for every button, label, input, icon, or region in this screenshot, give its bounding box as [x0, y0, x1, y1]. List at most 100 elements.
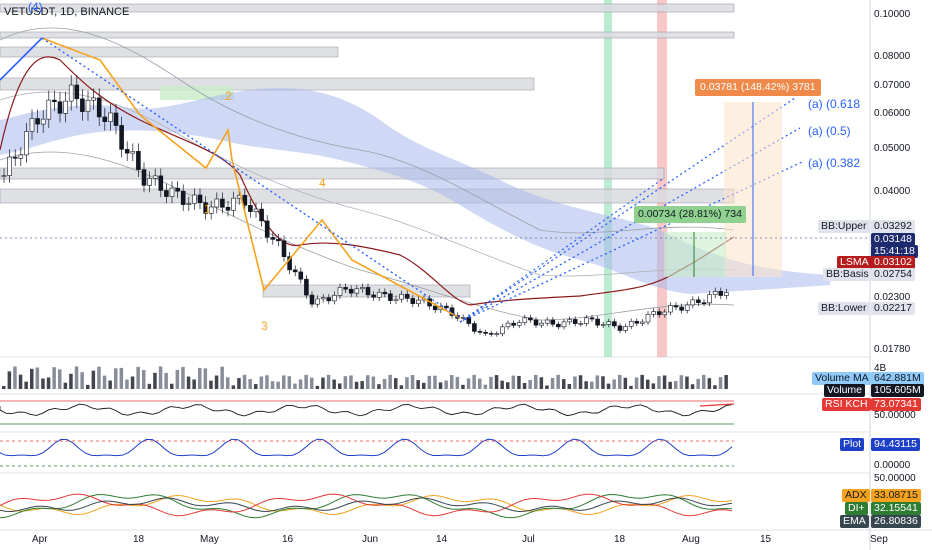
candle-body [203, 202, 208, 214]
candle-body [360, 287, 365, 290]
volume-bar [690, 384, 695, 389]
candle-body [701, 302, 707, 304]
candle-body [432, 305, 438, 311]
candle-body [74, 84, 80, 100]
volume-bar [114, 368, 118, 389]
volume-bar [685, 376, 689, 389]
candle-body [164, 190, 169, 197]
adx-axis-50: 50.00000 [874, 473, 916, 484]
candle-body [276, 239, 281, 242]
volume-bar [46, 377, 51, 389]
candle-body [696, 299, 701, 303]
candle-body [63, 100, 68, 114]
volume-bar [713, 385, 717, 389]
candle-body [315, 298, 320, 305]
candle-body [85, 99, 91, 112]
time-axis-tick: Aug [682, 534, 700, 545]
fib-0618-label: (a) (0.618 [808, 97, 861, 111]
volume-bar [321, 377, 325, 389]
candle-body [444, 305, 449, 309]
volume-bar [623, 377, 628, 389]
plot-line [0, 438, 733, 457]
volume-bar [539, 377, 544, 389]
volume-bar [130, 376, 135, 389]
candle-body [376, 291, 382, 298]
rsi-axis-50: 50.00000 [874, 410, 916, 421]
volume-bar [63, 382, 68, 389]
candle-body [500, 326, 505, 335]
candle-body [152, 175, 158, 179]
bb-lower-value: 0.02217 [871, 302, 915, 315]
volume-bar [80, 372, 84, 389]
support-resistance-zone [0, 188, 735, 204]
volume-bar [377, 384, 381, 389]
candle-body [494, 333, 500, 336]
price-axis-tick: 0.05000 [874, 143, 911, 154]
candle-body [584, 317, 589, 324]
candle-body [186, 203, 192, 205]
volume-value: 105.605M [871, 384, 924, 397]
candle-body [326, 297, 332, 302]
candle-body [668, 305, 673, 313]
bb-lower-line [0, 151, 735, 321]
volume-bar [657, 376, 661, 389]
volume-bar [584, 381, 588, 389]
candle-body [561, 321, 567, 328]
volume-bar [214, 375, 219, 389]
candle-body [365, 287, 371, 296]
volume-bar [287, 376, 292, 389]
ema-line [0, 497, 733, 513]
time-axis-tick: Jun [362, 534, 379, 545]
price-axis-tick: 0.07000 [874, 80, 911, 91]
volume-bar [242, 374, 247, 389]
candle-body [292, 269, 298, 273]
volume-bar [226, 377, 230, 389]
candle-body [505, 322, 511, 328]
candle-body [68, 84, 74, 102]
volume-bar [52, 367, 56, 389]
volume-bar [69, 373, 73, 389]
symbol-title[interactable]: VETUSDT, 1D, BINANCE [4, 6, 130, 18]
volume-bar [259, 376, 264, 389]
candle-body [634, 321, 640, 324]
volume-bar [472, 374, 476, 389]
candle-body [332, 295, 337, 302]
trend-line-down [41, 37, 461, 319]
volume-bar [634, 377, 639, 389]
candle-body [7, 156, 12, 176]
time-axis-tick: Jul [522, 534, 535, 545]
wave-label-1: 1 [204, 202, 211, 216]
candle-body [477, 331, 483, 333]
fib-0382-label: (a) (0.382 [808, 156, 861, 170]
candle-body [231, 197, 236, 211]
volume-bar [416, 380, 420, 389]
wave-label-2: 2 [225, 89, 232, 103]
volume-bar [679, 375, 684, 389]
candle-body [718, 291, 724, 296]
bb-basis-line [0, 91, 735, 277]
volume-bar [254, 384, 258, 389]
time-axis-tick: 15 [760, 534, 772, 545]
price-axis-tick: 0.02300 [874, 292, 911, 303]
wave-label-4: 4 [319, 176, 326, 190]
volume-bar [674, 381, 678, 389]
candle-body [208, 206, 214, 214]
volume-bar [270, 381, 275, 389]
volume-bar [528, 379, 532, 389]
candle-body [382, 291, 388, 295]
candle-body [46, 99, 52, 120]
volume-bar [455, 376, 460, 389]
ichimoku-cloud [0, 88, 830, 294]
volume-bar [562, 379, 566, 389]
di-plus-label: DI+ [845, 502, 868, 515]
volume-bar [646, 379, 650, 389]
candle-body [1, 175, 7, 177]
volume-bar [125, 379, 129, 389]
candle-body [57, 101, 63, 114]
volume-bar [590, 381, 594, 389]
volume-bar [724, 374, 728, 389]
wave-label-4-top: (4) [28, 0, 43, 14]
volume-bar [186, 376, 191, 389]
volume-bar [119, 367, 124, 389]
